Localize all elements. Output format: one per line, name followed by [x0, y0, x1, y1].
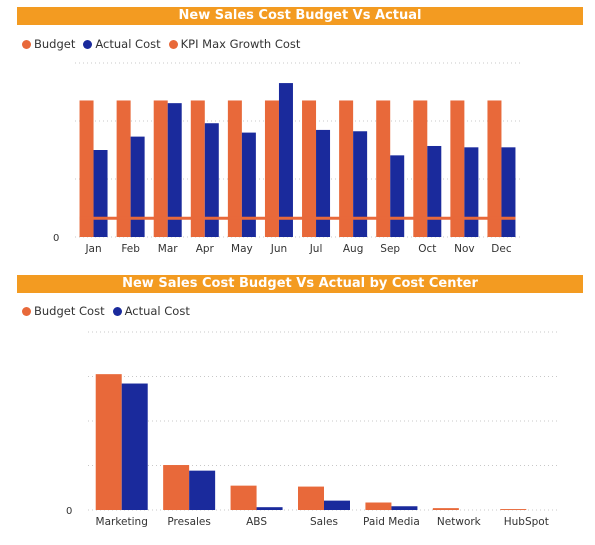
- chart1-title: New Sales Cost Budget Vs Actual: [17, 7, 583, 25]
- legend-dot-icon: [22, 306, 31, 316]
- chart2-title: New Sales Cost Budget Vs Actual by Cost …: [17, 275, 583, 293]
- x-tick-label: Jun: [270, 243, 287, 255]
- y-tick-label: 0: [53, 233, 59, 244]
- x-tick-label: Jan: [84, 243, 101, 255]
- bar-budget-jul[interactable]: [302, 100, 317, 237]
- bar-actual-cost-jul[interactable]: [316, 129, 331, 237]
- bar-budget-cost-hubspot[interactable]: [500, 509, 527, 510]
- redaction-mask: [18, 195, 56, 210]
- bar-actual-cost-apr[interactable]: [204, 123, 219, 237]
- bar-actual-cost-jun[interactable]: [278, 83, 293, 237]
- x-tick-label: May: [231, 243, 253, 255]
- x-tick-label: Network: [437, 516, 482, 528]
- redaction-mask: [18, 325, 68, 495]
- bar-budget-jun[interactable]: [264, 100, 279, 237]
- legend-dot-icon: [112, 306, 122, 316]
- bar-budget-jan[interactable]: [79, 100, 94, 237]
- x-tick-label: Nov: [454, 243, 475, 255]
- bar-budget-apr[interactable]: [190, 100, 205, 237]
- legend-dot-icon: [22, 39, 31, 49]
- legend-item-actual-cost[interactable]: Actual Cost: [112, 304, 190, 318]
- legend-dot-icon: [168, 39, 178, 49]
- bar-budget-aug[interactable]: [339, 100, 354, 237]
- x-tick-label: Jul: [309, 243, 323, 255]
- bar-budget-cost-marketing[interactable]: [95, 374, 122, 510]
- x-tick-label: ABS: [246, 516, 267, 528]
- legend-label: Budget: [34, 37, 76, 51]
- bar-actual-cost-presales[interactable]: [189, 470, 216, 510]
- y-tick-label: 0: [66, 506, 72, 517]
- bar-actual-cost-aug[interactable]: [353, 131, 368, 237]
- bar-actual-cost-sales[interactable]: [324, 500, 350, 510]
- bar-budget-cost-presales[interactable]: [163, 465, 190, 510]
- legend-item-actual-cost[interactable]: Actual Cost: [83, 37, 161, 51]
- bar-budget-dec[interactable]: [487, 100, 502, 237]
- redaction-mask: [538, 60, 582, 250]
- bar-budget-cost-paid-media[interactable]: [365, 502, 392, 510]
- x-tick-label: Feb: [121, 243, 140, 255]
- bar-budget-sep[interactable]: [376, 100, 391, 237]
- bar-actual-cost-marketing[interactable]: [121, 383, 148, 510]
- redaction-mask: [18, 100, 56, 115]
- chart1-legend: Budget Actual Cost KPI Max Growth Cost: [22, 36, 300, 52]
- legend-label: KPI Max Growth Cost: [180, 37, 301, 51]
- bar-actual-cost-dec[interactable]: [501, 147, 516, 237]
- bar-actual-cost-mar[interactable]: [167, 103, 182, 238]
- x-tick-label: Presales: [167, 516, 210, 528]
- x-tick-label: Mar: [158, 243, 178, 255]
- x-tick-label: Marketing: [96, 516, 148, 528]
- legend-item-budget-cost[interactable]: Budget Cost: [22, 304, 105, 318]
- bar-actual-cost-feb[interactable]: [130, 136, 145, 237]
- bar-budget-cost-abs[interactable]: [230, 485, 257, 510]
- x-tick-label: HubSpot: [504, 516, 549, 528]
- bar-budget-cost-sales[interactable]: [298, 486, 324, 510]
- legend-label: Actual Cost: [124, 304, 190, 318]
- redaction-mask: [18, 148, 56, 163]
- x-tick-label: Aug: [343, 243, 364, 255]
- x-tick-label: Sales: [310, 516, 338, 528]
- x-tick-label: Paid Media: [363, 516, 420, 528]
- x-tick-label: Apr: [196, 243, 215, 255]
- bar-budget-nov[interactable]: [450, 100, 465, 237]
- bar-budget-feb[interactable]: [116, 100, 131, 237]
- x-tick-label: Dec: [491, 243, 512, 255]
- chart2-legend: Budget Cost Actual Cost: [22, 303, 190, 319]
- bar-actual-cost-oct[interactable]: [427, 145, 442, 237]
- bar-budget-may[interactable]: [227, 100, 242, 237]
- redaction-mask: [18, 60, 56, 75]
- bar-actual-cost-abs[interactable]: [256, 507, 283, 510]
- bar-budget-oct[interactable]: [413, 100, 428, 237]
- bar-actual-cost-may[interactable]: [241, 132, 256, 237]
- legend-label: Actual Cost: [95, 37, 161, 51]
- chart2-plot: 0 Marketing Presales ABS Sales Paid Media Netw…: [66, 331, 560, 528]
- bar-budget-cost-network[interactable]: [432, 508, 459, 510]
- chart1-plot: 0 Jan Feb Mar Apr May Jun Jul Aug Sep Oct Nov Dec: [53, 62, 520, 255]
- x-tick-label: Oct: [418, 243, 436, 255]
- legend-item-kpi-max-growth-cost[interactable]: KPI Max Growth Cost: [168, 37, 301, 51]
- bar-actual-cost-sep[interactable]: [390, 155, 405, 237]
- bar-actual-cost-nov[interactable]: [464, 147, 479, 237]
- bar-budget-mar[interactable]: [153, 100, 168, 237]
- legend-item-budget[interactable]: Budget: [22, 37, 75, 51]
- legend-dot-icon: [83, 39, 93, 49]
- legend-label: Budget Cost: [34, 304, 105, 318]
- bar-actual-cost-jan[interactable]: [93, 150, 108, 237]
- bar-actual-cost-paid-media[interactable]: [391, 506, 418, 510]
- x-tick-label: Sep: [380, 243, 400, 255]
